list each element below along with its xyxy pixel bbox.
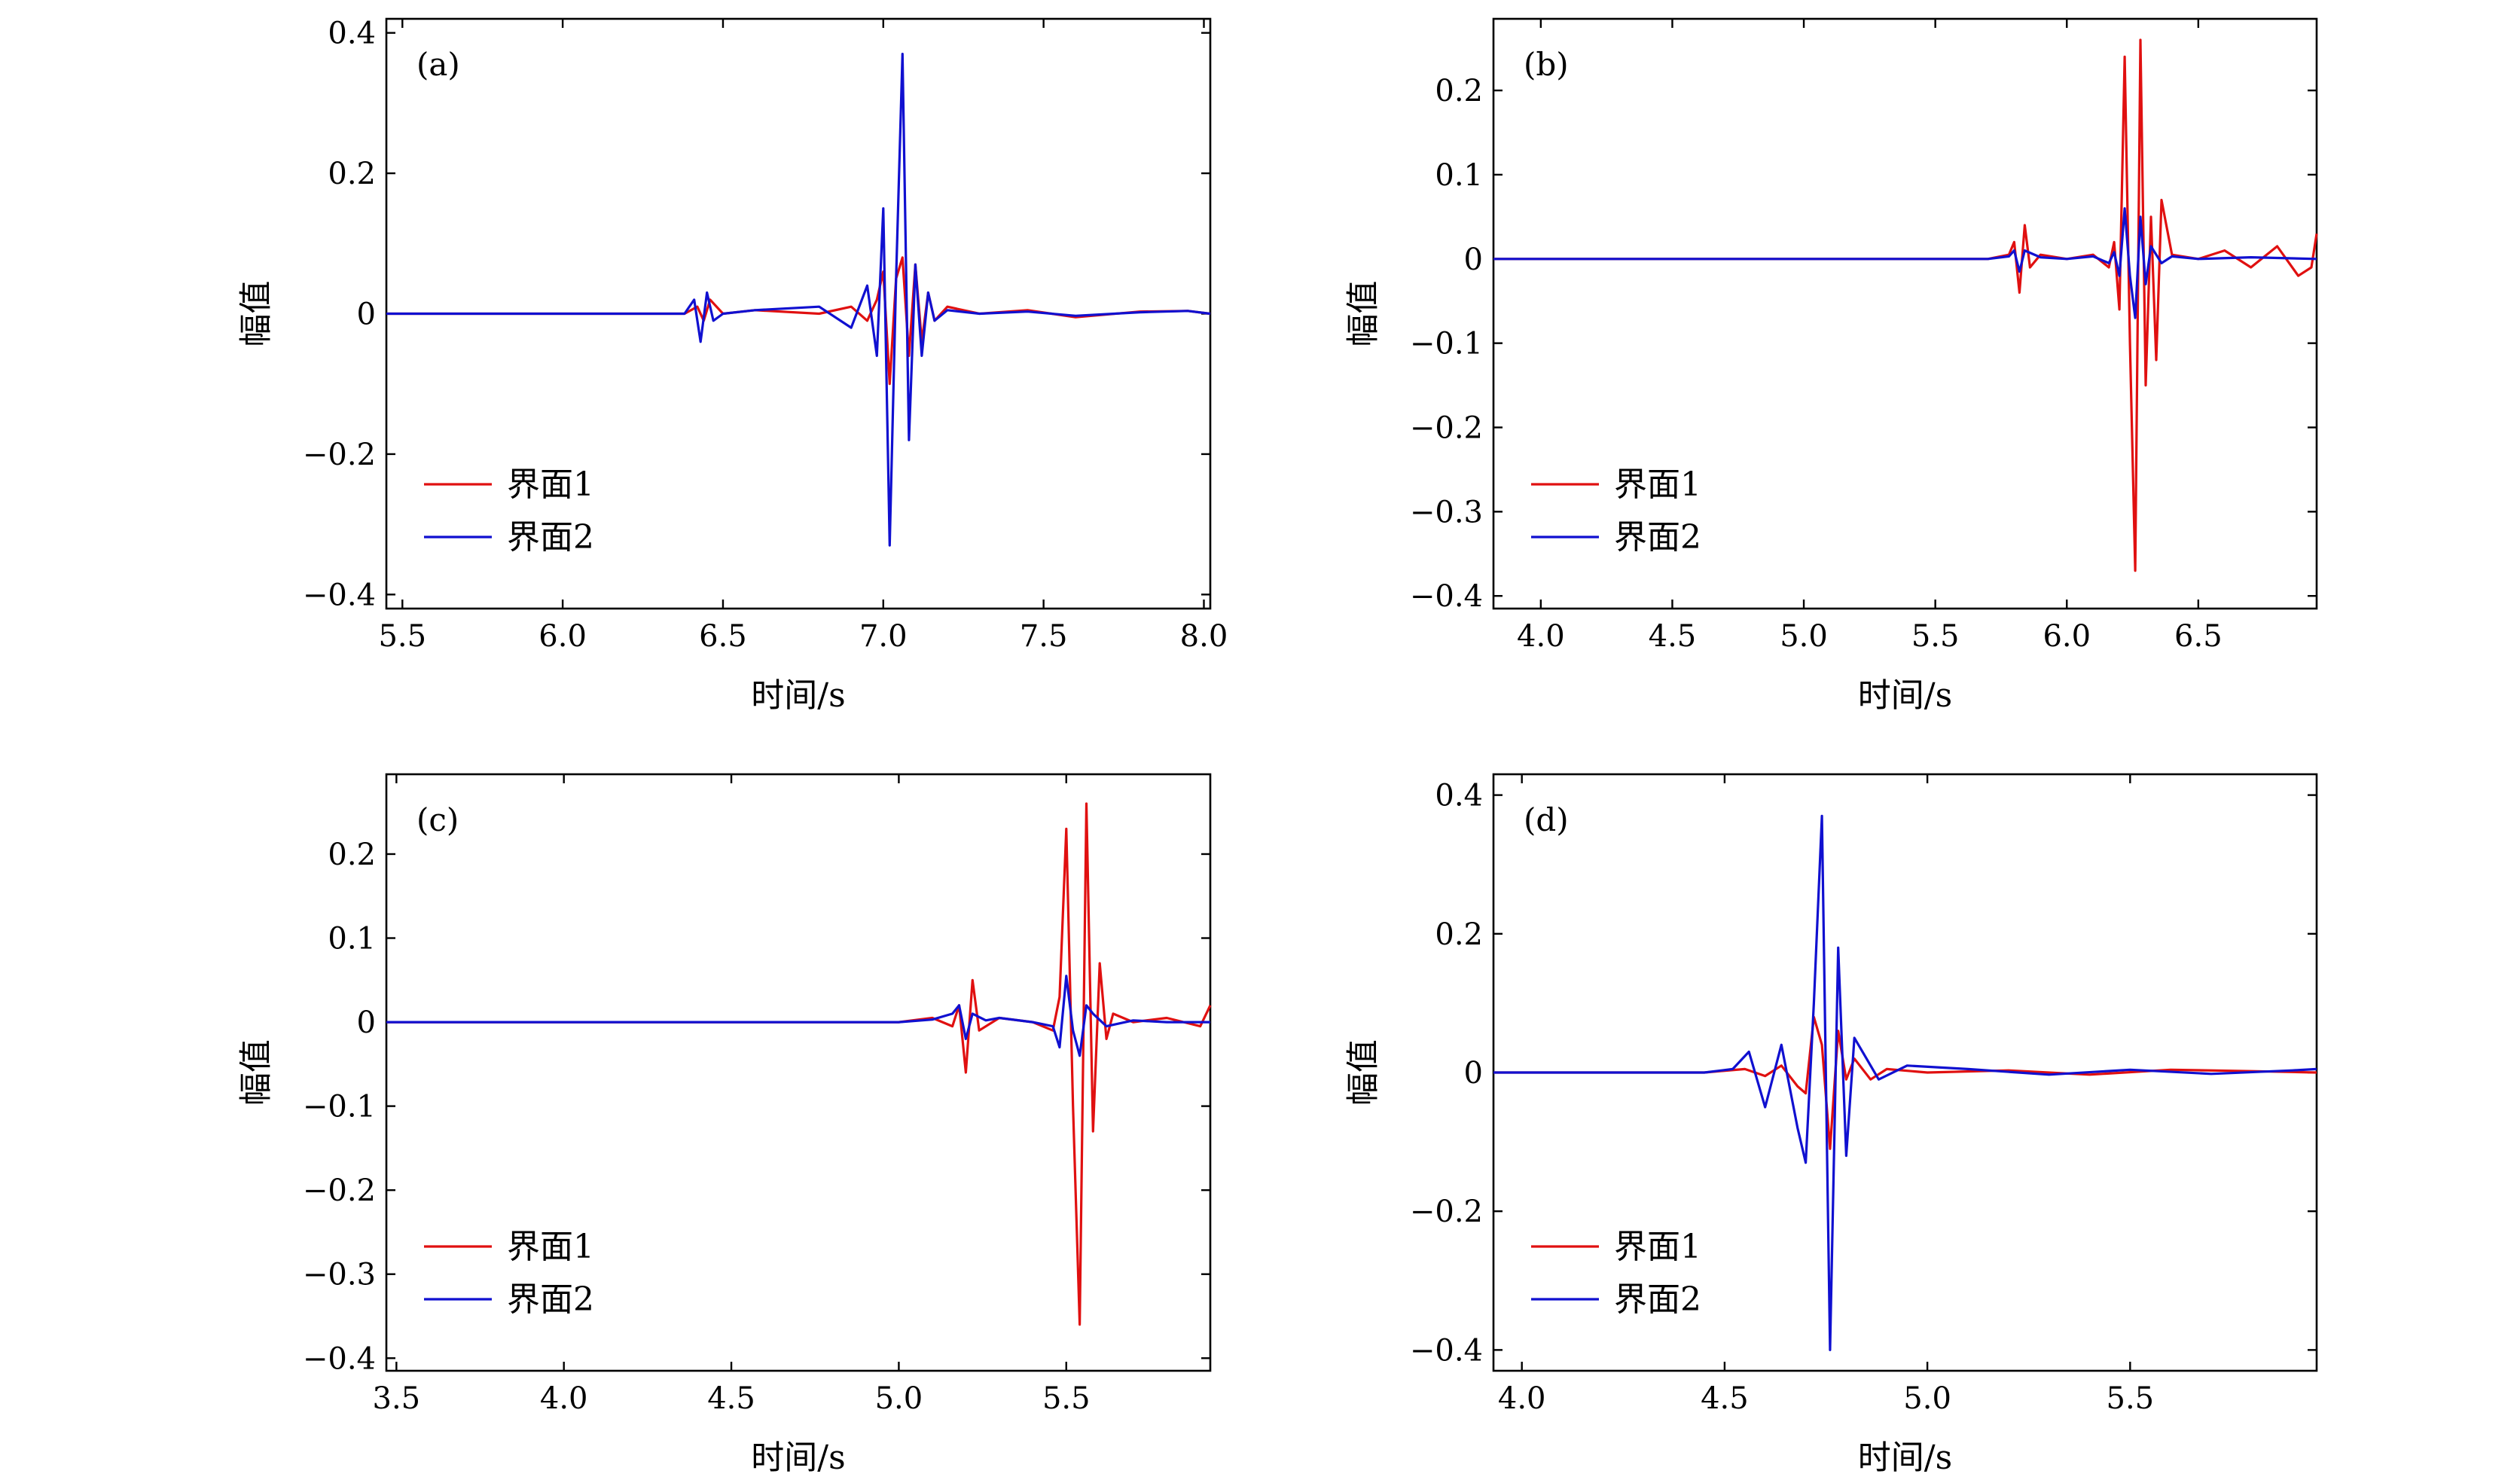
- legend-label: 界面1: [1614, 1228, 1701, 1266]
- x-tick-label: 5.5: [2107, 1381, 2155, 1416]
- chart-panel-1: 5.5 6.0 6.5 7.0 7.5 8.0 −0.4 −0.2 0 0.2 0.4 (a) 界面1 界…: [237, 17, 1228, 715]
- y-axis-label: 幅值: [237, 281, 276, 347]
- panel-label: (b): [1524, 46, 1569, 83]
- y-tick-label: −0.4: [303, 578, 376, 612]
- x-tick-label: 7.5: [1020, 619, 1068, 654]
- x-tick-label: 6.0: [2043, 619, 2091, 654]
- y-axis-label: 幅值: [1344, 281, 1383, 347]
- x-tick-label: 4.0: [1517, 619, 1565, 654]
- y-tick-label: 0.4: [328, 17, 376, 51]
- x-tick-label: 4.0: [540, 1381, 588, 1416]
- series-line-2: [386, 52, 1211, 547]
- panel-label: (d): [1524, 801, 1569, 838]
- legend-label: 界面2: [1614, 1280, 1701, 1319]
- x-axis-label: 时间/s: [751, 1439, 845, 1477]
- legend-label: 界面2: [507, 518, 594, 557]
- x-axis-label: 时间/s: [751, 676, 845, 715]
- legend-label: 界面2: [507, 1280, 594, 1319]
- y-tick-label: 0.1: [1435, 158, 1483, 193]
- panel-label: (c): [416, 801, 459, 838]
- y-tick-label: −0.2: [303, 438, 376, 472]
- y-tick-label: 0: [1464, 1056, 1483, 1091]
- panel-label: (a): [416, 46, 460, 83]
- x-tick-label: 5.5: [1042, 1381, 1091, 1416]
- x-tick-label: 5.5: [1911, 619, 1960, 654]
- x-axis-label: 时间/s: [1858, 676, 1952, 715]
- y-tick-label: −0.3: [1410, 495, 1483, 529]
- y-tick-label: −0.2: [303, 1173, 376, 1208]
- y-axis-label: 幅值: [237, 1039, 276, 1106]
- series-line-2: [1493, 207, 2317, 319]
- y-axis-label: 幅值: [1344, 1039, 1383, 1106]
- series-line-1: [386, 256, 1211, 386]
- x-tick-label: 5.5: [378, 619, 426, 654]
- y-tick-label: 0: [357, 1005, 376, 1040]
- x-tick-label: 6.0: [538, 619, 587, 654]
- y-tick-label: −0.1: [1410, 327, 1483, 362]
- y-tick-label: 0: [1464, 243, 1483, 277]
- series-line-1: [1493, 1015, 2317, 1150]
- x-tick-label: 4.0: [1498, 1381, 1546, 1416]
- y-tick-label: −0.2: [1410, 411, 1483, 446]
- y-tick-label: −0.2: [1410, 1195, 1483, 1229]
- x-tick-label: 5.0: [1780, 619, 1828, 654]
- x-axis-label: 时间/s: [1858, 1439, 1952, 1477]
- y-tick-label: −0.4: [303, 1341, 376, 1376]
- legend-label: 界面1: [1614, 465, 1701, 504]
- y-tick-label: −0.4: [1410, 579, 1483, 614]
- x-tick-label: 4.5: [1701, 1381, 1749, 1416]
- y-tick-label: 0.1: [328, 922, 376, 957]
- series-line-2: [1493, 814, 2317, 1352]
- series-line-1: [386, 802, 1212, 1326]
- legend-label: 界面1: [507, 1228, 594, 1266]
- plot-frame: [385, 773, 1212, 1372]
- x-tick-label: 6.5: [2174, 619, 2223, 654]
- series-line-1: [1493, 38, 2318, 572]
- x-tick-label: 7.0: [859, 619, 908, 654]
- y-tick-label: 0: [357, 298, 376, 332]
- y-tick-label: −0.3: [303, 1258, 376, 1292]
- x-tick-label: 5.0: [875, 1381, 923, 1416]
- x-tick-label: 8.0: [1180, 619, 1228, 654]
- x-tick-label: 4.5: [1649, 619, 1697, 654]
- x-tick-label: 3.5: [373, 1381, 421, 1416]
- y-tick-label: 0.2: [1435, 74, 1483, 108]
- chart-panel-4: 4.0 4.5 5.0 5.5 −0.4 −0.2 0 0.2 0.4 (d) 界面1 界面2 时间/s…: [1344, 773, 2318, 1477]
- series-line-2: [386, 975, 1210, 1057]
- legend-label: 界面2: [1614, 518, 1701, 557]
- plot-frame: [1492, 17, 2318, 610]
- legend-label: 界面1: [507, 465, 594, 504]
- chart-panel-2: 4.0 4.5 5.0 5.5 6.0 6.5 −0.4 −0.3 −0.2 −0.1 0 0.1 0.…: [1344, 17, 2318, 715]
- x-tick-label: 4.5: [707, 1381, 755, 1416]
- y-tick-label: −0.1: [303, 1090, 376, 1124]
- x-tick-label: 5.0: [1903, 1381, 1951, 1416]
- y-tick-label: −0.4: [1410, 1333, 1483, 1368]
- y-tick-label: 0.2: [328, 838, 376, 872]
- y-tick-label: 0.2: [328, 157, 376, 191]
- y-tick-label: 0.4: [1435, 779, 1483, 813]
- chart-panel-3: 3.5 4.0 4.5 5.0 5.5 −0.4 −0.3 −0.2 −0.1 0 0.1 0.2 (c…: [237, 773, 1212, 1477]
- x-tick-label: 6.5: [699, 619, 747, 654]
- y-tick-label: 0.2: [1435, 917, 1483, 952]
